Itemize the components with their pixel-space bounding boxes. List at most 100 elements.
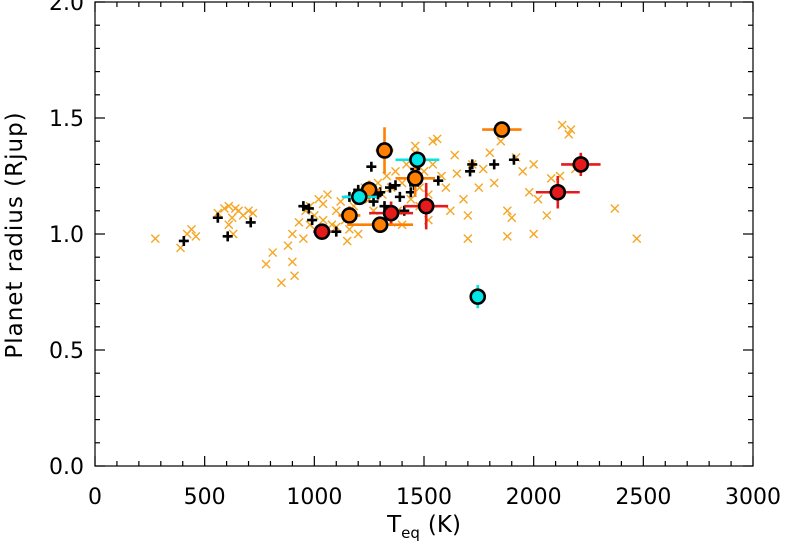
x-tick-label: 2500 bbox=[615, 485, 671, 510]
data-point-x bbox=[268, 248, 278, 258]
data-point-x bbox=[150, 234, 160, 244]
data-point-circle bbox=[572, 156, 590, 173]
data-point-plus bbox=[298, 201, 309, 212]
data-point-x bbox=[502, 206, 512, 216]
data-point-x bbox=[287, 229, 297, 239]
data-point-x bbox=[450, 150, 460, 160]
data-point-circle bbox=[417, 197, 435, 215]
data-point-plus bbox=[508, 154, 519, 165]
data-point-x bbox=[463, 234, 473, 244]
data-point-x bbox=[524, 187, 534, 197]
data-point-x bbox=[566, 125, 576, 135]
data-point-plus bbox=[385, 182, 396, 193]
data-point-plus bbox=[465, 166, 476, 177]
data-point-x bbox=[557, 120, 567, 130]
data-point-circle bbox=[376, 142, 393, 159]
data-point-x bbox=[502, 231, 512, 241]
x-axis-title-unit: (K) bbox=[428, 512, 461, 538]
data-point-x bbox=[276, 278, 286, 288]
data-point-circle bbox=[371, 216, 389, 234]
data-point-circle bbox=[549, 183, 567, 201]
data-point-x bbox=[331, 206, 341, 216]
data-point-x bbox=[187, 224, 197, 234]
data-point-plus bbox=[467, 159, 478, 170]
y-tick-label: 1.0 bbox=[49, 223, 84, 248]
data-point-x bbox=[632, 234, 642, 244]
data-point-x bbox=[248, 208, 258, 218]
data-point-plus bbox=[394, 191, 405, 202]
data-point-x bbox=[533, 194, 543, 204]
data-point-x bbox=[318, 215, 328, 225]
tick-labels: 0 500 1000 1500 2000 2500 3000 0.0 0.5 1.0 1.5 2.0 bbox=[49, 0, 781, 510]
data-point-x bbox=[410, 141, 420, 151]
x-tick-label: 3000 bbox=[725, 485, 781, 510]
data-point-x bbox=[428, 159, 438, 169]
data-point-circle bbox=[493, 121, 511, 138]
data-point-x bbox=[458, 194, 468, 204]
data-point-x bbox=[342, 236, 352, 246]
data-point-plus bbox=[307, 215, 318, 226]
data-point-x bbox=[327, 220, 337, 230]
x-axis-title: Teq (K) bbox=[386, 512, 461, 542]
data-point-circle bbox=[409, 151, 426, 169]
data-point-x bbox=[390, 166, 400, 176]
data-point-x bbox=[298, 234, 308, 244]
data-point-circle bbox=[313, 223, 331, 240]
data-point-x bbox=[610, 203, 620, 213]
data-point-plus bbox=[303, 203, 314, 214]
data-point-x bbox=[287, 257, 297, 267]
data-point-x bbox=[441, 183, 451, 193]
x-tick-label: 1000 bbox=[286, 485, 342, 510]
y-tick-label: 1.5 bbox=[49, 107, 84, 132]
data-point-x bbox=[244, 206, 254, 216]
y-tick-label: 0.0 bbox=[49, 455, 84, 480]
series-plus-1 bbox=[178, 154, 519, 246]
data-point-x bbox=[401, 159, 411, 169]
data-point-x bbox=[474, 183, 484, 193]
data-point-plus bbox=[222, 231, 233, 242]
series-x-0 bbox=[150, 120, 642, 288]
data-point-x bbox=[261, 259, 271, 269]
data-point-plus bbox=[433, 175, 444, 186]
x-axis-title-subscript: eq bbox=[401, 524, 420, 542]
data-point-x bbox=[406, 194, 416, 204]
data-point-x bbox=[344, 224, 354, 234]
axes bbox=[94, 1, 754, 467]
x-tick-label: 0 bbox=[88, 485, 102, 510]
x-axis-title-main: T bbox=[386, 512, 402, 538]
data-point-plus bbox=[489, 159, 500, 170]
data-point-x bbox=[546, 173, 556, 183]
plot-area bbox=[150, 120, 642, 309]
series-circle-2 bbox=[313, 152, 601, 240]
data-point-circle bbox=[382, 204, 400, 222]
data-point-plus bbox=[245, 217, 256, 228]
data-point-x bbox=[224, 220, 234, 230]
data-point-x bbox=[224, 201, 234, 211]
data-point-x bbox=[452, 169, 462, 179]
data-point-x bbox=[336, 197, 346, 207]
data-point-circle bbox=[406, 170, 424, 187]
y-tick-label: 0.5 bbox=[49, 339, 84, 364]
data-point-x bbox=[463, 210, 473, 220]
data-point-x bbox=[428, 136, 438, 146]
data-point-x bbox=[353, 229, 363, 239]
data-point-circle bbox=[341, 207, 358, 224]
data-point-x bbox=[564, 129, 574, 139]
data-point-plus bbox=[212, 212, 223, 223]
data-point-x bbox=[227, 213, 237, 223]
data-point-plus bbox=[178, 235, 189, 246]
data-point-circle bbox=[350, 188, 368, 206]
data-point-x bbox=[529, 229, 539, 239]
data-point-plus bbox=[331, 226, 342, 237]
series-circle-4 bbox=[341, 151, 487, 309]
data-point-circle bbox=[469, 288, 487, 305]
data-point-plus bbox=[390, 180, 401, 191]
data-point-x bbox=[529, 159, 539, 169]
data-point-x bbox=[445, 206, 455, 216]
data-point-x bbox=[489, 178, 499, 188]
y-axis-title: Planet radius (Rjup) bbox=[2, 111, 28, 358]
data-point-x bbox=[496, 136, 506, 146]
data-point-x bbox=[542, 210, 552, 220]
data-point-x bbox=[283, 241, 293, 251]
